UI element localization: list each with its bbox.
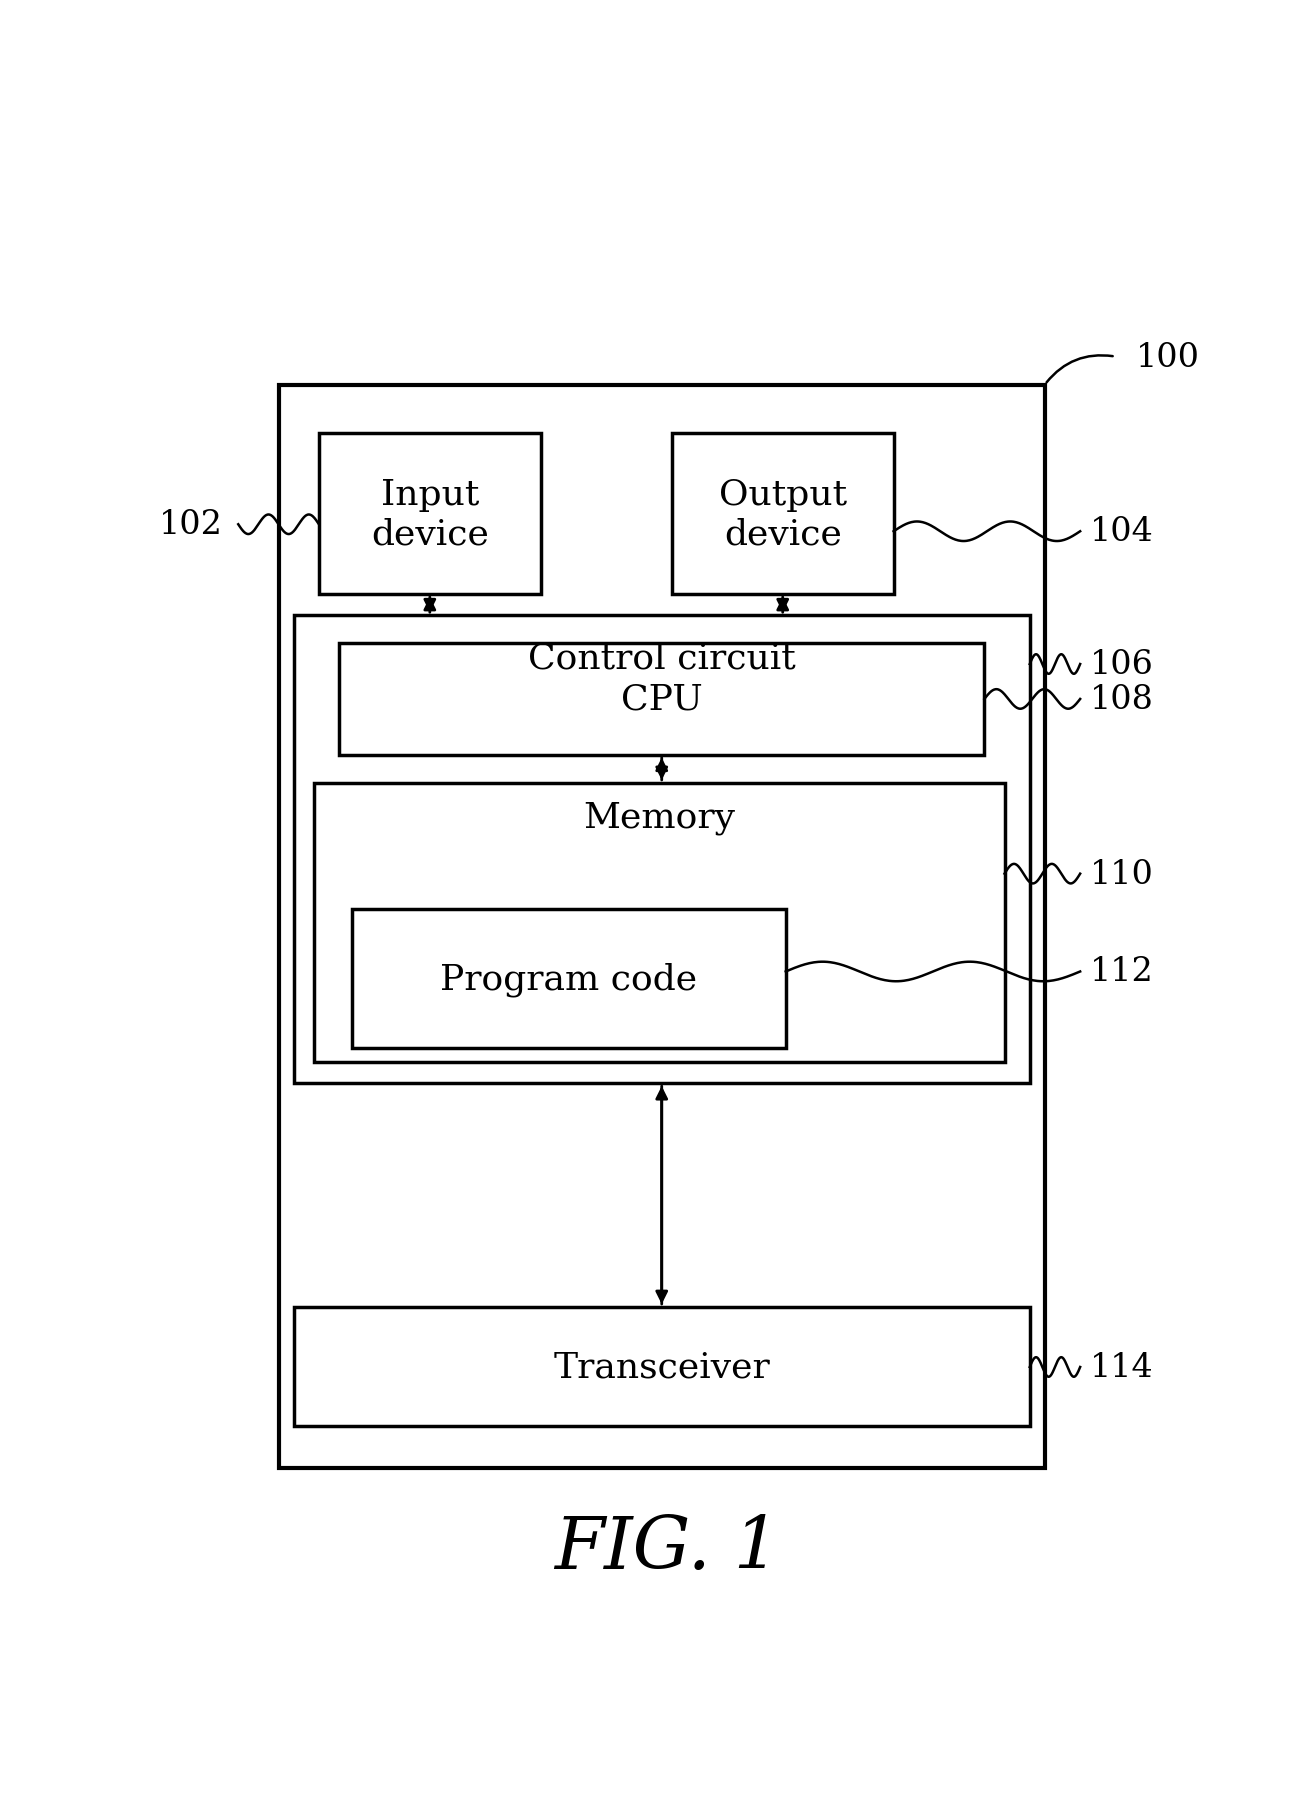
Text: CPU: CPU	[621, 682, 703, 717]
Bar	[294, 1308, 1030, 1426]
Text: Output
device: Output device	[718, 477, 847, 551]
Bar	[319, 434, 541, 595]
Text: 114: 114	[1090, 1351, 1154, 1384]
Bar	[314, 784, 1004, 1063]
Text: Memory: Memory	[583, 800, 735, 834]
Bar	[353, 909, 786, 1048]
Text: 100: 100	[1136, 341, 1200, 374]
Text: 104: 104	[1090, 515, 1154, 548]
Text: 108: 108	[1090, 684, 1154, 715]
Text: Input
device: Input device	[371, 477, 489, 551]
Text: 112: 112	[1090, 956, 1154, 989]
Bar	[671, 434, 894, 595]
Bar	[340, 644, 985, 755]
Text: Transceiver: Transceiver	[553, 1350, 770, 1384]
Text: Program code: Program code	[441, 961, 697, 996]
Text: 106: 106	[1090, 649, 1154, 680]
Text: Control circuit: Control circuit	[528, 640, 796, 675]
Text: 110: 110	[1090, 858, 1154, 891]
Bar	[278, 385, 1045, 1468]
Bar	[294, 615, 1030, 1083]
Text: FIG. 1: FIG. 1	[554, 1513, 779, 1582]
Text: 102: 102	[159, 510, 224, 541]
